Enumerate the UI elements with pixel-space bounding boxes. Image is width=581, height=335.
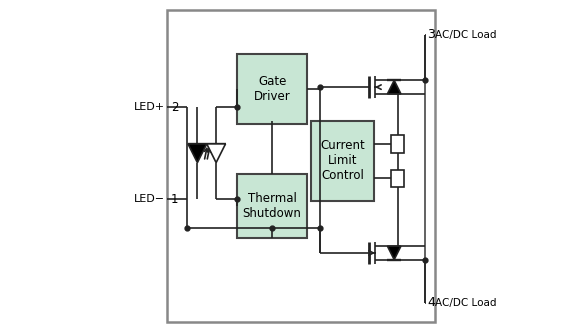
Text: Current
Limit
Control: Current Limit Control [320, 139, 365, 182]
Text: AC/DC Load: AC/DC Load [435, 298, 497, 308]
Bar [391, 170, 404, 187]
Text: 2: 2 [171, 101, 178, 114]
Text: AC/DC Load: AC/DC Load [435, 30, 497, 40]
Bar [311, 121, 374, 201]
Text: LED−: LED− [134, 194, 165, 204]
Bar [237, 174, 307, 238]
Text: LED+: LED+ [134, 102, 165, 112]
Text: 1: 1 [171, 193, 178, 206]
Text: Thermal
Shutdown: Thermal Shutdown [243, 192, 302, 220]
Polygon shape [207, 144, 225, 163]
Polygon shape [188, 144, 207, 163]
Polygon shape [388, 80, 401, 94]
Text: 3: 3 [427, 28, 435, 41]
Polygon shape [388, 246, 401, 260]
Bar [391, 135, 404, 153]
Bar [237, 54, 307, 124]
Text: Gate
Driver: Gate Driver [254, 75, 290, 103]
Text: 4: 4 [427, 296, 435, 309]
Bar [167, 10, 435, 322]
